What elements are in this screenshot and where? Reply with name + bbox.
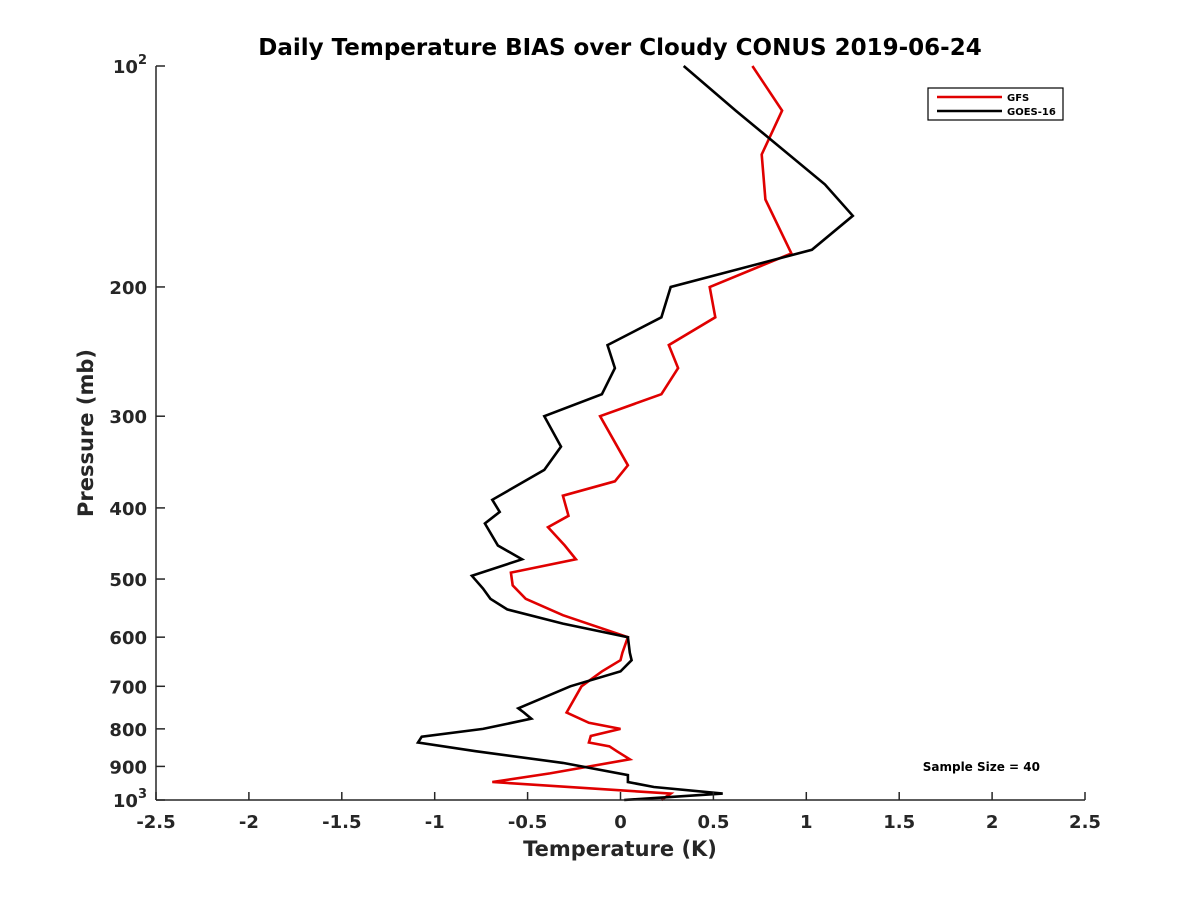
x-tick-label: 1 [800, 812, 813, 833]
x-tick-label: -2 [239, 812, 259, 833]
x-tick-label: -0.5 [508, 812, 547, 833]
y-tick-label: 900 [109, 757, 147, 778]
y-tick-label: 200 [109, 278, 147, 299]
y-tick-label: 800 [109, 720, 147, 741]
sample-size-annotation: Sample Size = 40 [923, 760, 1040, 774]
x-tick-label: 1.5 [883, 812, 915, 833]
legend-label-goes-16: GOES-16 [1007, 107, 1056, 118]
y-tick-label: 500 [109, 570, 147, 591]
x-axis-ticks: -2.5 -2 -1.5 -1 -0.5 0 0.5 1 1.5 2 2.5 [136, 792, 1101, 833]
y-axis-label: Pressure (mb) [74, 349, 98, 517]
y-tick-label-exponent: 3 [138, 787, 147, 802]
legend-box [927, 87, 1064, 121]
x-tick-label: -2.5 [136, 812, 175, 833]
x-tick-label: 0 [614, 812, 627, 833]
x-tick-label: -1.5 [322, 812, 361, 833]
y-tick-label-base: 10 [113, 791, 138, 812]
x-tick-label: 2 [986, 812, 999, 833]
plot-area: -2.5 -2 -1.5 -1 -0.5 0 0.5 1 1.5 2 2.5 10220030040… [109, 53, 1101, 833]
series-group [415, 65, 855, 802]
x-axis-label: Temperature (K) [523, 837, 717, 861]
series-line-goes-16 [415, 65, 855, 802]
legend-label-gfs: GFS [1007, 93, 1029, 104]
y-tick-label-exponent: 2 [138, 53, 147, 68]
y-tick-label: 400 [109, 499, 147, 520]
y-tick-label: 102 [113, 53, 147, 78]
y-tick-label-base: 10 [113, 57, 138, 78]
x-tick-label: 0.5 [697, 812, 729, 833]
x-tick-label: 2.5 [1069, 812, 1101, 833]
y-tick-label: 300 [109, 407, 147, 428]
y-tick-label: 700 [109, 677, 147, 698]
x-tick-label: -1 [425, 812, 445, 833]
legend: GFS GOES-16 [927, 87, 1064, 121]
series-line-gfs [492, 65, 794, 802]
y-tick-label: 600 [109, 628, 147, 649]
y-tick-label: 103 [113, 787, 147, 812]
chart-title: Daily Temperature BIAS over Cloudy CONUS… [258, 35, 981, 61]
